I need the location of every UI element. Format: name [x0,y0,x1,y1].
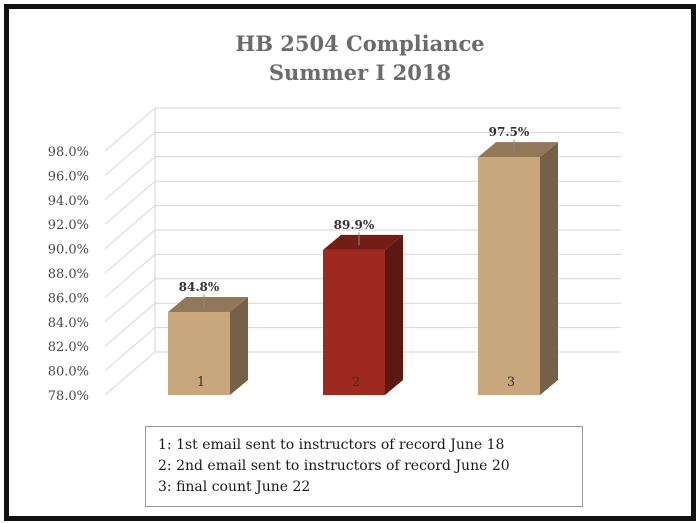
gridline-diagonal [104,107,156,152]
y-tick-label: 96.0% [48,169,89,184]
category-label: 2 [352,375,360,390]
bar-side-face [540,142,558,395]
gridline-diagonal [104,180,156,225]
gridline-diagonal [104,278,156,323]
data-label: 97.5% [489,125,530,139]
gridline-diagonal [104,132,156,176]
y-tick-label: 78.0% [48,389,89,404]
y-tick-label: 86.0% [48,291,89,306]
gridline-diagonal [104,254,156,298]
bar-side-face [230,297,248,395]
data-label: 89.9% [334,218,375,232]
gridline-diagonal [104,156,156,201]
gridline-diagonal [104,351,156,396]
bar-side-face [385,234,403,395]
y-tick-label: 92.0% [48,218,89,233]
y-tick-label: 90.0% [48,243,89,258]
legend-box: 1: 1st email sent to instructors of reco… [145,426,583,507]
chart-frame: HB 2504 Compliance Summer I 2018 78.0% 80… [4,4,696,521]
y-tick-label: 88.0% [48,267,89,282]
bar-front-face [323,249,385,395]
bar-top-face [168,297,248,313]
gridline-diagonal [104,302,156,347]
y-tick-label: 84.0% [48,316,89,331]
bar-top-face [323,234,403,250]
bar-1: 84.8% 1 [168,280,248,395]
category-label: 3 [507,375,515,390]
chart-canvas: HB 2504 Compliance Summer I 2018 78.0% 80… [48,31,621,404]
data-label: 84.8% [179,280,220,294]
bar-2: 89.9% 2 [323,218,403,395]
category-label: 1 [197,375,205,390]
y-axis-tick-labels: 78.0% 80.0% 82.0% 84.0% 86.0% 88.0% 90.0% 92.0%… [48,145,89,404]
y-tick-label: 80.0% [48,365,89,380]
chart-title-line-2: Summer I 2018 [269,60,451,85]
bar-3: 97.5% 3 [478,125,558,395]
y-tick-label: 98.0% [48,145,89,160]
gridline-diagonal [104,205,156,249]
gridline-diagonal [104,229,156,274]
bar-front-face [478,157,540,395]
legend-line-3: 3: final count June 22 [158,479,311,495]
bar-top-face [478,142,558,158]
chart-title-line-1: HB 2504 Compliance [235,31,484,56]
legend-line-1: 1: 1st email sent to instructors of reco… [158,437,505,453]
y-tick-label: 94.0% [48,194,89,209]
bars: 84.8% 1 89.9% 2 97.5% 3 [168,125,558,395]
legend-line-2: 2: 2nd email sent to instructors of reco… [158,458,510,474]
gridline-diagonal [104,327,156,371]
y-tick-label: 82.0% [48,340,89,355]
bar-front-face [168,312,230,395]
